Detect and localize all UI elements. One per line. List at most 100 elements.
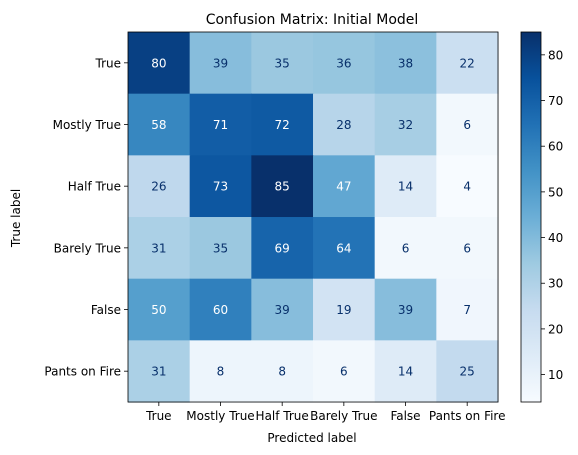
heatmap-cell: [251, 93, 314, 156]
heatmap-cell: [436, 32, 499, 95]
y-tick-label: Pants on Fire: [44, 365, 121, 379]
cell-value-label: 39: [275, 303, 290, 317]
cell-value-label: 39: [213, 56, 228, 70]
cell-value-label: 85: [275, 180, 290, 194]
colorbar-tick-label: 20: [548, 322, 563, 336]
heatmap-cells: 80 39 35 36 38 22 58 71 72 28 32 6 26 73 85 47 14 4 31 35 69…: [127, 31, 499, 403]
cell-value-label: 32: [398, 118, 413, 132]
cell-value-label: 50: [151, 303, 166, 317]
heatmap-cell: [189, 340, 252, 403]
cell-value-label: 39: [398, 303, 413, 317]
heatmap-cell: [374, 278, 437, 341]
colorbar-tick-label: 70: [548, 94, 563, 108]
cell-value-label: 6: [463, 118, 471, 132]
cell-value-label: 8: [278, 365, 286, 379]
cell-value-label: 71: [213, 118, 228, 132]
heatmap-cell: [251, 340, 314, 403]
heatmap-cell: [313, 278, 376, 341]
y-axis: True Mostly True Half True Barely True False…: [44, 56, 128, 379]
x-tick-label: Half True: [256, 409, 309, 423]
cell-value-label: 14: [398, 365, 413, 379]
colorbar-tick-label: 50: [548, 185, 563, 199]
colorbar-tick-label: 30: [548, 277, 563, 291]
cell-value-label: 64: [336, 241, 351, 255]
cell-value-label: 72: [275, 118, 290, 132]
x-tick-label: Barely True: [310, 409, 377, 423]
heatmap-cell: [374, 340, 437, 403]
cell-value-label: 14: [398, 180, 413, 194]
cell-value-label: 58: [151, 118, 166, 132]
y-tick-label: False: [91, 303, 121, 317]
x-tick-label: Mostly True: [186, 409, 254, 423]
cell-value-label: 35: [275, 56, 290, 70]
cell-value-label: 28: [336, 118, 351, 132]
heatmap-cell: [436, 217, 499, 280]
heatmap-cell: [128, 155, 191, 218]
cell-value-label: 60: [213, 303, 228, 317]
cell-value-label: 19: [336, 303, 351, 317]
cell-value-label: 26: [151, 180, 166, 194]
cell-value-label: 31: [151, 241, 166, 255]
cell-value-label: 6: [340, 365, 348, 379]
heatmap-cell: [251, 278, 314, 341]
cell-value-label: 38: [398, 56, 413, 70]
cell-value-label: 6: [463, 241, 471, 255]
heatmap-cell: [313, 93, 376, 156]
x-axis-label: Predicted label: [267, 431, 356, 445]
plot-frame: [127, 31, 499, 403]
heatmap-cell: [374, 155, 437, 218]
heatmap-cell: [436, 278, 499, 341]
y-tick-label: True: [95, 56, 122, 70]
cell-value-label: 31: [151, 365, 166, 379]
heatmap-cell: [313, 340, 376, 403]
cell-value-label: 22: [460, 56, 475, 70]
heatmap-cell: [128, 93, 191, 156]
colorbar-gradient: [520, 31, 542, 403]
colorbar-tick-label: 60: [548, 140, 563, 154]
heatmap-cell: [251, 155, 314, 218]
cell-value-label: 80: [151, 56, 166, 70]
y-axis-label: True label: [9, 189, 23, 248]
cell-value-label: 73: [213, 180, 228, 194]
heatmap-cell: [128, 278, 191, 341]
heatmap-cell: [313, 217, 376, 280]
heatmap-cell: [189, 93, 252, 156]
heatmap-cell: [189, 155, 252, 218]
heatmap-cell: [374, 93, 437, 156]
colorbar: 10 20 30 40 50 60 70 80: [520, 31, 563, 403]
cell-value-label: 8: [217, 365, 225, 379]
colorbar-tick-label: 10: [548, 368, 563, 382]
y-tick-label: Half True: [68, 180, 121, 194]
y-tick-label: Mostly True: [53, 118, 121, 132]
heatmap-cell: [128, 340, 191, 403]
heatmap-cell: [189, 32, 252, 95]
cell-value-label: 36: [336, 56, 351, 70]
cell-value-label: 47: [336, 180, 351, 194]
x-tick-label: True: [145, 409, 172, 423]
heatmap-cell: [374, 32, 437, 95]
heatmap-cell: [436, 340, 499, 403]
heatmap-cell: [189, 278, 252, 341]
x-tick-label: Pants on Fire: [429, 409, 506, 423]
heatmap-cell: [251, 32, 314, 95]
cell-value-label: 7: [463, 303, 471, 317]
colorbar-tick-label: 40: [548, 231, 563, 245]
x-tick-label: False: [390, 409, 420, 423]
cell-value-label: 4: [463, 180, 471, 194]
chart-title: Confusion Matrix: Initial Model: [206, 12, 419, 28]
heatmap-cell: [128, 217, 191, 280]
heatmap-cell: [436, 155, 499, 218]
y-tick-label: Barely True: [54, 241, 121, 255]
heatmap-cell: [251, 217, 314, 280]
cell-value-label: 69: [275, 241, 290, 255]
x-axis: True Mostly True Half True Barely True False…: [145, 402, 505, 423]
heatmap-cell: [374, 217, 437, 280]
heatmap-cell: [436, 93, 499, 156]
heatmap-cell: [128, 32, 191, 95]
cell-value-label: 35: [213, 241, 228, 255]
cell-value-label: 25: [460, 365, 475, 379]
colorbar-tick-label: 80: [548, 48, 563, 62]
heatmap-cell: [189, 217, 252, 280]
heatmap-cell: [313, 155, 376, 218]
